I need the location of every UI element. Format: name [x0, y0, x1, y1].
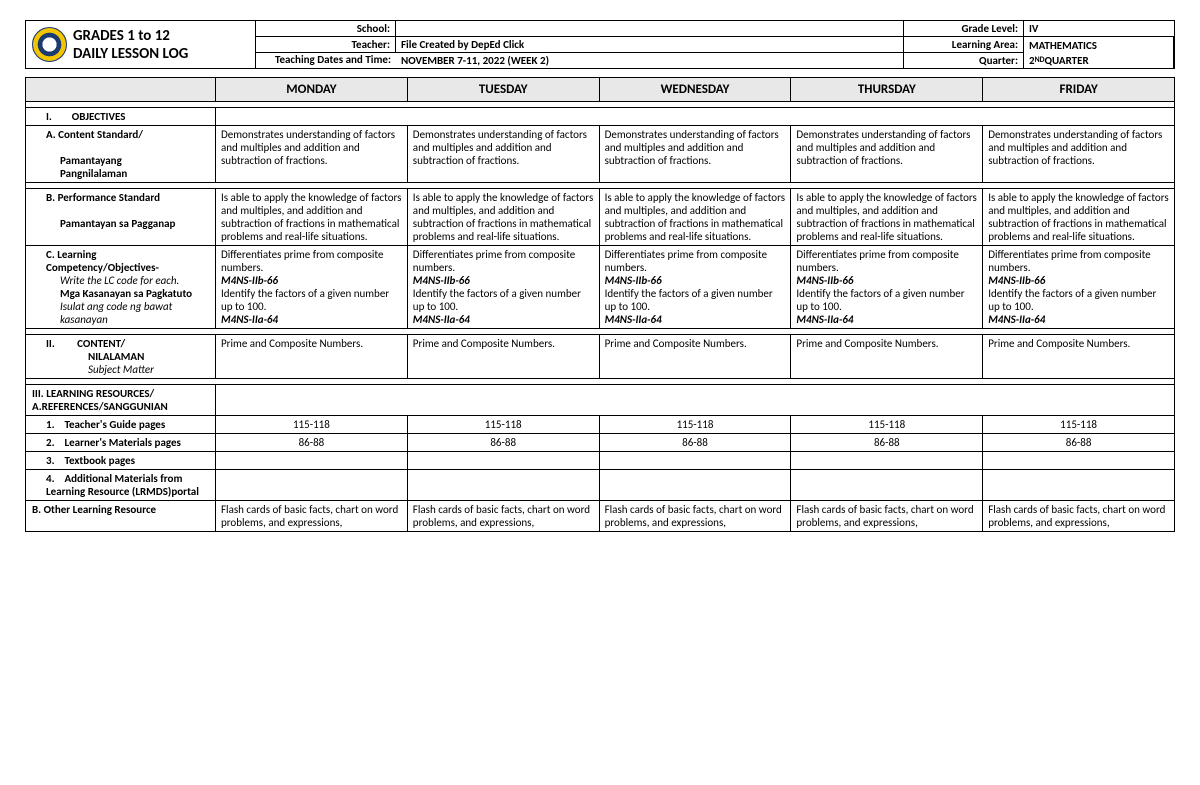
lm-thu: 86-88: [791, 434, 983, 452]
content-std-thu: Demonstrates understanding of factors an…: [791, 126, 983, 183]
title-line1: GRADES 1 to 12: [73, 27, 170, 45]
tb-tue: [407, 452, 599, 470]
row-other-resource: B. Other Learning Resource Flash cards o…: [26, 501, 1175, 532]
blank-header: [26, 78, 216, 102]
row-resources-head: III. LEARNING RESOURCES/ A.REFERENCES/SA…: [26, 385, 1175, 416]
tb-mon: [216, 452, 408, 470]
row-learning-competency: C. Learning Competency/Objectives- Write…: [26, 246, 1175, 329]
label-teacher: Teacher:: [256, 37, 396, 53]
content-std-mon: Demonstrates understanding of factors an…: [216, 126, 408, 183]
lm-mon: 86-88: [216, 434, 408, 452]
logo-title: GRADES 1 to 12 DAILY LESSON LOG: [26, 21, 256, 68]
lesson-log-table: MONDAY TUESDAY WEDNESDAY THURSDAY FRIDAY…: [25, 77, 1175, 532]
competency-wed: Differentiates prime from composite numb…: [599, 246, 791, 329]
add-mon: [216, 470, 408, 501]
day-thursday: THURSDAY: [791, 78, 983, 102]
deped-logo: [32, 27, 67, 62]
label-tg: 1. Teacher's Guide pages: [26, 416, 216, 434]
content-thu: Prime and Composite Numbers.: [791, 335, 983, 379]
label-quarter: Quarter:: [904, 53, 1024, 68]
other-thu: Flash cards of basic facts, chart on wor…: [791, 501, 983, 532]
label-content-standard: A. Content Standard/ Pamantayang Pangnil…: [26, 126, 216, 183]
tb-fri: [983, 452, 1175, 470]
label-objectives: I. OBJECTIVES: [26, 108, 216, 126]
row-additional-materials: 4. Additional Materials from Learning Re…: [26, 470, 1175, 501]
label-resources: III. LEARNING RESOURCES/ A.REFERENCES/SA…: [26, 385, 216, 416]
other-mon: Flash cards of basic facts, chart on wor…: [216, 501, 408, 532]
lm-tue: 86-88: [407, 434, 599, 452]
value-quarter: 2ND QUARTER: [1024, 53, 1174, 68]
add-tue: [407, 470, 599, 501]
label-learning-competency: C. Learning Competency/Objectives- Write…: [26, 246, 216, 329]
row-textbook: 3. Textbook pages: [26, 452, 1175, 470]
content-wed: Prime and Composite Numbers.: [599, 335, 791, 379]
add-wed: [599, 470, 791, 501]
objectives-empty: [216, 108, 1175, 126]
other-fri: Flash cards of basic facts, chart on wor…: [983, 501, 1175, 532]
row-content: II. CONTENT/ NILALAMAN Subject Matter Pr…: [26, 335, 1175, 379]
perf-std-tue: Is able to apply the knowledge of factor…: [407, 189, 599, 246]
competency-tue: Differentiates prime from composite numb…: [407, 246, 599, 329]
lm-fri: 86-88: [983, 434, 1175, 452]
label-performance-standard: B. Performance Standard Pamantayan sa Pa…: [26, 189, 216, 246]
tg-mon: 115-118: [216, 416, 408, 434]
tg-tue: 115-118: [407, 416, 599, 434]
row-objectives: I. OBJECTIVES: [26, 108, 1175, 126]
tg-thu: 115-118: [791, 416, 983, 434]
content-tue: Prime and Composite Numbers.: [407, 335, 599, 379]
tg-fri: 115-118: [983, 416, 1175, 434]
header-block: GRADES 1 to 12 DAILY LESSON LOG School: …: [25, 20, 1175, 69]
tb-wed: [599, 452, 791, 470]
content-std-tue: Demonstrates understanding of factors an…: [407, 126, 599, 183]
label-content: II. CONTENT/ NILALAMAN Subject Matter: [26, 335, 216, 379]
label-dates: Teaching Dates and Time:: [256, 53, 396, 68]
content-mon: Prime and Composite Numbers.: [216, 335, 408, 379]
label-grade: Grade Level:: [904, 21, 1024, 37]
perf-std-fri: Is able to apply the knowledge of factor…: [983, 189, 1175, 246]
value-teacher: File Created by DepEd Click: [396, 37, 904, 53]
competency-fri: Differentiates prime from composite numb…: [983, 246, 1175, 329]
perf-std-wed: Is able to apply the knowledge of factor…: [599, 189, 791, 246]
title-line2: DAILY LESSON LOG: [73, 45, 188, 63]
day-friday: FRIDAY: [983, 78, 1175, 102]
value-school: [396, 21, 904, 37]
content-std-fri: Demonstrates understanding of factors an…: [983, 126, 1175, 183]
add-fri: [983, 470, 1175, 501]
day-wednesday: WEDNESDAY: [599, 78, 791, 102]
day-tuesday: TUESDAY: [407, 78, 599, 102]
perf-std-thu: Is able to apply the knowledge of factor…: [791, 189, 983, 246]
row-performance-standard: B. Performance Standard Pamantayan sa Pa…: [26, 189, 1175, 246]
row-content-standard: A. Content Standard/ Pamantayang Pangnil…: [26, 126, 1175, 183]
tb-thu: [791, 452, 983, 470]
competency-mon: Differentiates prime from composite numb…: [216, 246, 408, 329]
label-other: B. Other Learning Resource: [26, 501, 216, 532]
day-monday: MONDAY: [216, 78, 408, 102]
resources-empty: [216, 385, 1175, 416]
value-area: MATHEMATICS: [1024, 37, 1174, 53]
row-teachers-guide: 1. Teacher's Guide pages 115-118 115-118…: [26, 416, 1175, 434]
lm-wed: 86-88: [599, 434, 791, 452]
tg-wed: 115-118: [599, 416, 791, 434]
add-thu: [791, 470, 983, 501]
label-textbook: 3. Textbook pages: [26, 452, 216, 470]
value-grade: IV: [1024, 21, 1174, 37]
competency-thu: Differentiates prime from composite numb…: [791, 246, 983, 329]
label-school: School:: [256, 21, 396, 37]
label-lm: 2. Learner's Materials pages: [26, 434, 216, 452]
content-fri: Prime and Composite Numbers.: [983, 335, 1175, 379]
other-tue: Flash cards of basic facts, chart on wor…: [407, 501, 599, 532]
label-area: Learning Area:: [904, 37, 1024, 53]
value-dates: NOVEMBER 7-11, 2022 (WEEK 2): [396, 53, 904, 68]
content-std-wed: Demonstrates understanding of factors an…: [599, 126, 791, 183]
other-wed: Flash cards of basic facts, chart on wor…: [599, 501, 791, 532]
day-header-row: MONDAY TUESDAY WEDNESDAY THURSDAY FRIDAY: [26, 78, 1175, 102]
perf-std-mon: Is able to apply the knowledge of factor…: [216, 189, 408, 246]
row-learners-materials: 2. Learner's Materials pages 86-88 86-88…: [26, 434, 1175, 452]
label-additional: 4. Additional Materials from Learning Re…: [26, 470, 216, 501]
